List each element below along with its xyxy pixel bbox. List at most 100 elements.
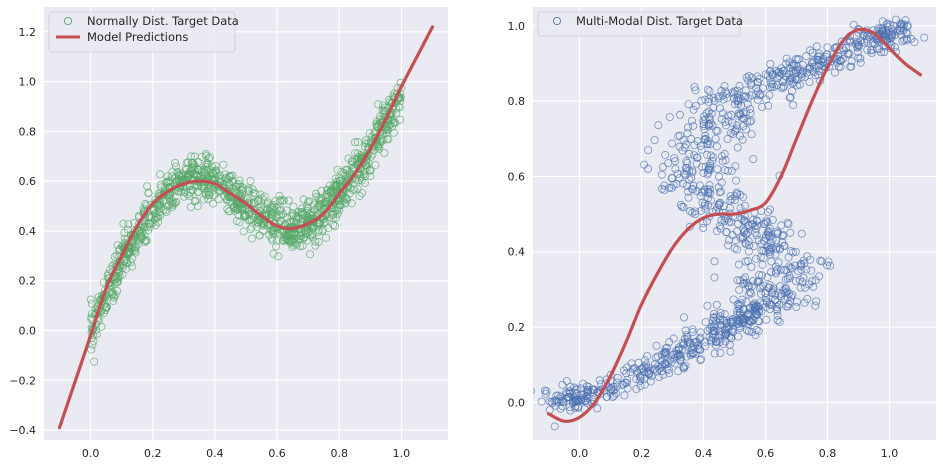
scatter-point xyxy=(126,258,135,267)
y-tick-label: 0.4 xyxy=(19,225,37,238)
scatter-point xyxy=(202,190,211,199)
scatter-point xyxy=(762,315,771,324)
scatter-point xyxy=(315,202,324,211)
scatter-point xyxy=(380,103,389,112)
scatter-point xyxy=(727,110,736,119)
plot-area xyxy=(57,25,435,430)
scatter-point xyxy=(246,176,255,185)
scatter-point xyxy=(691,86,700,95)
scatter-point xyxy=(97,322,106,331)
scatter-point xyxy=(219,160,228,169)
scatter-point xyxy=(809,62,818,71)
scatter-point xyxy=(701,134,710,143)
scatter-point xyxy=(705,181,714,190)
scatter-point xyxy=(733,300,742,309)
scatter-point xyxy=(898,37,907,46)
scatter-point xyxy=(807,277,816,286)
scatter-point xyxy=(199,195,208,204)
scatter-point xyxy=(680,335,689,344)
scatter-point xyxy=(741,273,750,282)
scatter-point xyxy=(265,230,274,239)
scatter-point xyxy=(309,229,318,238)
scatter-point xyxy=(287,211,296,220)
scatter-point xyxy=(184,173,193,182)
scatter-point xyxy=(863,37,872,46)
scatter-point xyxy=(890,43,899,52)
scatter-point xyxy=(311,189,320,198)
scatter-point xyxy=(274,210,283,219)
scatter-point xyxy=(718,91,727,100)
scatter-point xyxy=(708,156,717,165)
scatter-point xyxy=(86,295,95,304)
scatter-point xyxy=(653,352,662,361)
scatter-point xyxy=(308,233,317,242)
scatter-point xyxy=(674,351,683,360)
y-tick-label: 0.0 xyxy=(19,325,37,338)
scatter-point xyxy=(391,118,400,127)
scatter-point xyxy=(845,37,854,46)
scatter-point xyxy=(669,334,678,343)
scatter-point xyxy=(662,364,671,373)
scatter-point xyxy=(272,242,281,251)
scatter-point xyxy=(331,183,340,192)
scatter-point xyxy=(764,71,773,80)
scatter-point xyxy=(783,293,792,302)
scatter-point xyxy=(747,262,756,271)
scatter-point xyxy=(774,258,783,267)
scatter-point xyxy=(337,167,346,176)
scatter-point xyxy=(720,82,729,91)
scatter-point xyxy=(752,217,761,226)
scatter-point xyxy=(749,242,758,251)
scatter-point xyxy=(153,218,162,227)
legend-label: Multi-Modal Dist. Target Data xyxy=(576,14,743,28)
scatter-point xyxy=(146,219,155,228)
scatter-point xyxy=(796,283,805,292)
scatter-point xyxy=(247,234,256,243)
scatter-point xyxy=(728,317,737,326)
scatter-point xyxy=(279,196,288,205)
scatter-point xyxy=(720,310,729,319)
scatter-point xyxy=(246,225,255,234)
scatter-point xyxy=(800,73,809,82)
scatter-point xyxy=(719,316,728,325)
scatter-point xyxy=(726,196,735,205)
scatter-point xyxy=(868,45,877,54)
x-tick-label: 0.4 xyxy=(695,447,713,460)
scatter-point xyxy=(920,33,929,42)
scatter-point xyxy=(679,364,688,373)
scatter-point xyxy=(354,153,363,162)
scatter-point xyxy=(746,105,755,114)
scatter-point xyxy=(642,364,651,373)
scatter-point xyxy=(754,235,763,244)
scatter-point xyxy=(747,327,756,336)
scatter-point xyxy=(187,159,196,168)
scatter-point xyxy=(676,356,685,365)
scatter-point xyxy=(724,236,733,245)
scatter-point xyxy=(733,227,742,236)
scatter-point xyxy=(588,385,597,394)
scatter-point xyxy=(717,115,726,124)
scatter-point xyxy=(809,68,818,77)
scatter-point xyxy=(701,337,710,346)
scatter-point xyxy=(238,203,247,212)
scatter-point xyxy=(260,202,269,211)
scatter-point xyxy=(628,364,637,373)
scatter-point xyxy=(863,45,872,54)
scatter-point xyxy=(736,190,745,199)
scatter-point xyxy=(706,119,715,128)
scatter-point xyxy=(717,187,726,196)
scatter-point xyxy=(113,278,122,287)
x-tick-label: 0.8 xyxy=(819,447,837,460)
scatter-point xyxy=(807,266,816,275)
scatter-point xyxy=(749,215,758,224)
scatter-point xyxy=(747,80,756,89)
scatter-point xyxy=(736,109,745,118)
scatter-point xyxy=(735,285,744,294)
scatter-point xyxy=(688,208,697,217)
scatter-point xyxy=(292,215,301,224)
scatter-point xyxy=(735,308,744,317)
scatter-point xyxy=(226,171,235,180)
scatter-point xyxy=(786,263,795,272)
scatter-point xyxy=(314,220,323,229)
scatter-point xyxy=(232,216,241,225)
